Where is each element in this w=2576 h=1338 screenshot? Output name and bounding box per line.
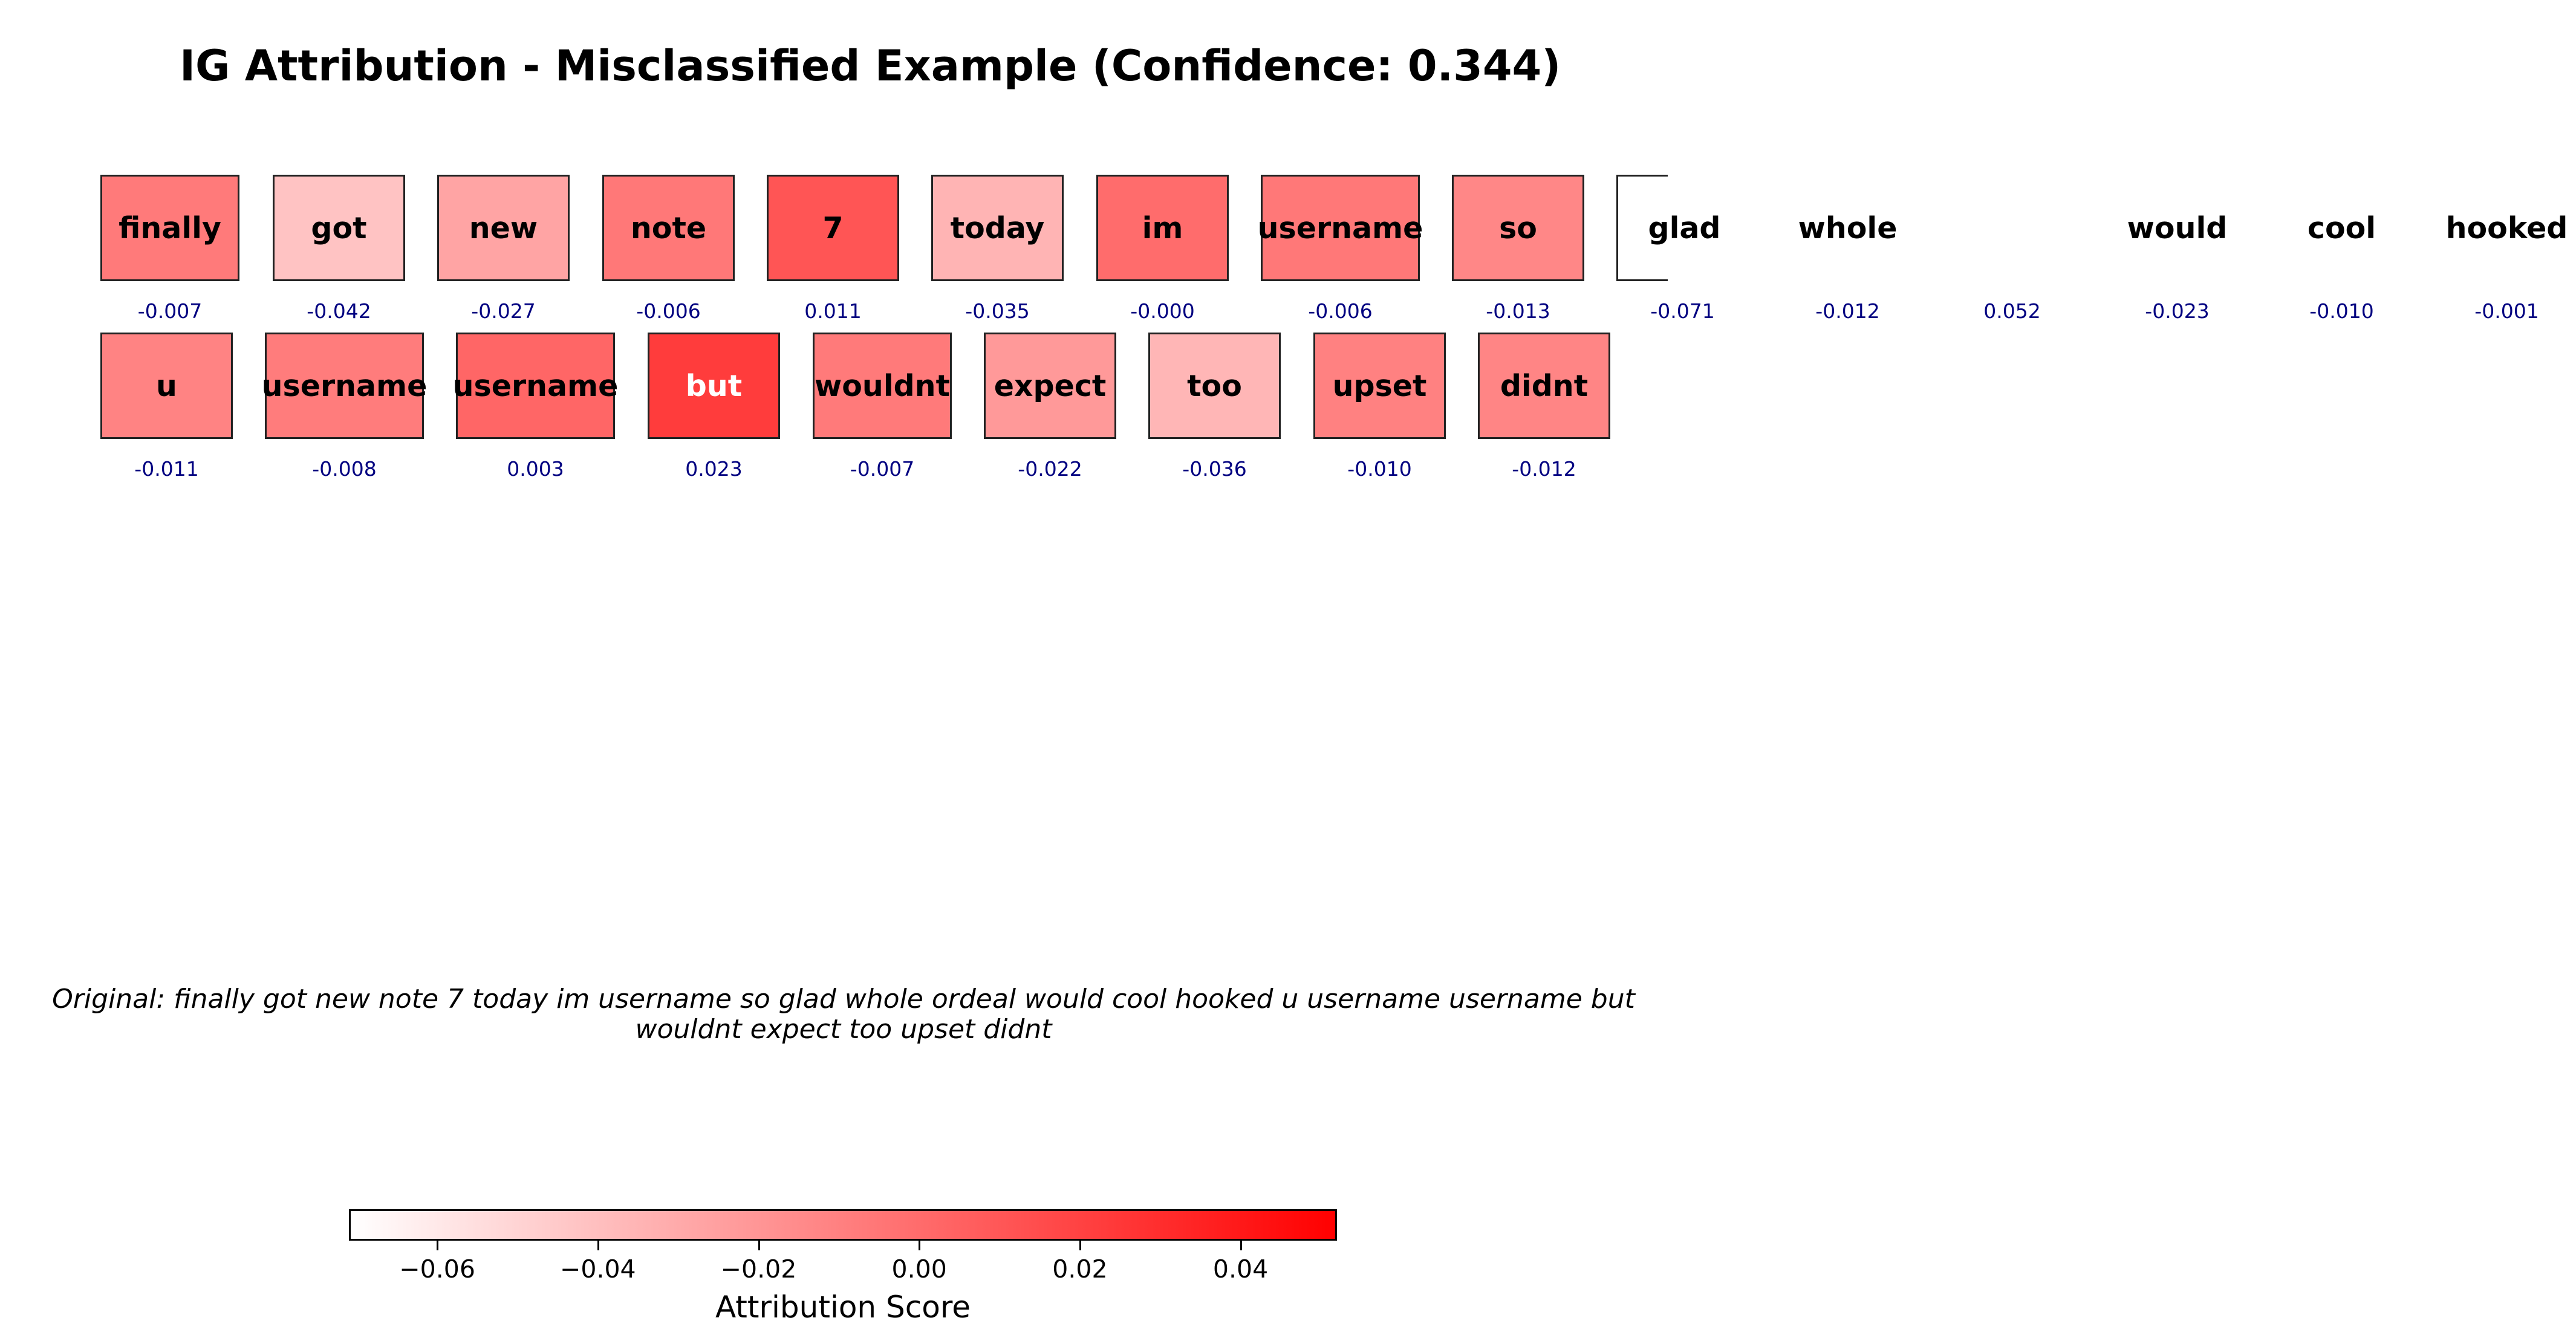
token-score: -0.010 (2309, 299, 2374, 323)
token-score: -0.011 (134, 457, 199, 481)
token-label: expect (994, 368, 1107, 403)
token-label: username (452, 368, 619, 403)
token-score: -0.006 (1308, 299, 1373, 323)
token-label: so (1499, 210, 1537, 245)
token-label: username (261, 368, 428, 403)
token-score: -0.035 (965, 299, 1030, 323)
token-box: got (273, 175, 405, 281)
colorbar (349, 1209, 1337, 1241)
token-box: im (1096, 175, 1229, 281)
colorbar-tick-label: 0.02 (1052, 1255, 1108, 1284)
token-box: username (453, 333, 618, 439)
colorbar-tick-label: −0.06 (399, 1255, 475, 1284)
token-box: would (2111, 175, 2243, 281)
token-score: -0.022 (1018, 457, 1082, 481)
token-box: note (602, 175, 735, 281)
token-box: hooked (2441, 175, 2573, 281)
token-score: -0.042 (307, 299, 371, 323)
colorbar-tick (1079, 1241, 1081, 1250)
token-box: glad (1616, 175, 1721, 281)
token-box: wouldnt (813, 333, 952, 439)
token-box: new (437, 175, 570, 281)
token-box: u (100, 333, 233, 439)
token-box: username (1257, 175, 1423, 281)
token-box (1946, 175, 2078, 281)
token-label: glad (1648, 210, 1721, 245)
token-score: -0.001 (2474, 299, 2539, 323)
token-label: upset (1332, 368, 1427, 403)
token-label: didnt (1500, 368, 1589, 403)
chart-title: IG Attribution - Misclassified Example (… (180, 41, 1561, 91)
token-label: too (1187, 368, 1242, 403)
token-label: username (1257, 210, 1423, 245)
token-score: -0.027 (471, 299, 536, 323)
token-box: today (931, 175, 1064, 281)
colorbar-tick (919, 1241, 921, 1250)
token-score: 0.003 (507, 457, 564, 481)
colorbar-tick (758, 1241, 760, 1250)
token-label: wouldnt (815, 368, 950, 403)
token-label: im (1142, 210, 1183, 245)
token-box: so (1452, 175, 1584, 281)
colorbar-tick (597, 1241, 599, 1250)
token-label: would (2127, 210, 2228, 245)
token-score: -0.012 (1512, 457, 1576, 481)
token-score: -0.000 (1130, 299, 1195, 323)
token-label: hooked (2445, 210, 2568, 245)
token-label: got (311, 210, 367, 245)
colorbar-tick-label: 0.04 (1212, 1255, 1269, 1284)
token-box: finally (100, 175, 239, 281)
token-score: 0.052 (1983, 299, 2041, 323)
token-label: cool (2307, 210, 2376, 245)
colorbar-tick-label: −0.04 (559, 1255, 636, 1284)
token-box: didnt (1478, 333, 1610, 439)
token-score: -0.023 (2145, 299, 2210, 323)
token-score: -0.036 (1182, 457, 1247, 481)
token-label: note (630, 210, 707, 245)
token-box: too (1148, 333, 1281, 439)
token-label: but (685, 368, 743, 403)
token-label: finally (119, 210, 221, 245)
token-label: u (156, 368, 177, 403)
token-score: -0.008 (312, 457, 377, 481)
colorbar-tick (1240, 1241, 1242, 1250)
token-score: -0.007 (137, 299, 203, 323)
token-box: 7 (767, 175, 899, 281)
token-score: 0.011 (804, 299, 862, 323)
token-box: username (262, 333, 427, 439)
token-label: today (950, 210, 1045, 245)
token-label: whole (1798, 210, 1898, 245)
token-box: but (648, 333, 780, 439)
token-score: -0.006 (636, 299, 701, 323)
token-box: whole (1781, 175, 1914, 281)
token-score: 0.023 (685, 457, 743, 481)
original-text: Original: finally got new note 7 today i… (52, 984, 1635, 1045)
token-box: upset (1313, 333, 1446, 439)
token-score: -0.012 (1815, 299, 1880, 323)
token-score: -0.013 (1486, 299, 1550, 323)
colorbar-tick (437, 1241, 439, 1250)
token-score: -0.010 (1347, 457, 1412, 481)
token-label: 7 (822, 210, 844, 245)
token-score: -0.007 (850, 457, 915, 481)
colorbar-label: Attribution Score (715, 1290, 971, 1325)
colorbar-tick-label: −0.02 (720, 1255, 797, 1284)
token-score: -0.071 (1650, 299, 1715, 323)
token-box: expect (984, 333, 1116, 439)
token-label: new (469, 210, 538, 245)
colorbar-tick-label: 0.00 (891, 1255, 947, 1284)
token-box: cool (2275, 175, 2408, 281)
